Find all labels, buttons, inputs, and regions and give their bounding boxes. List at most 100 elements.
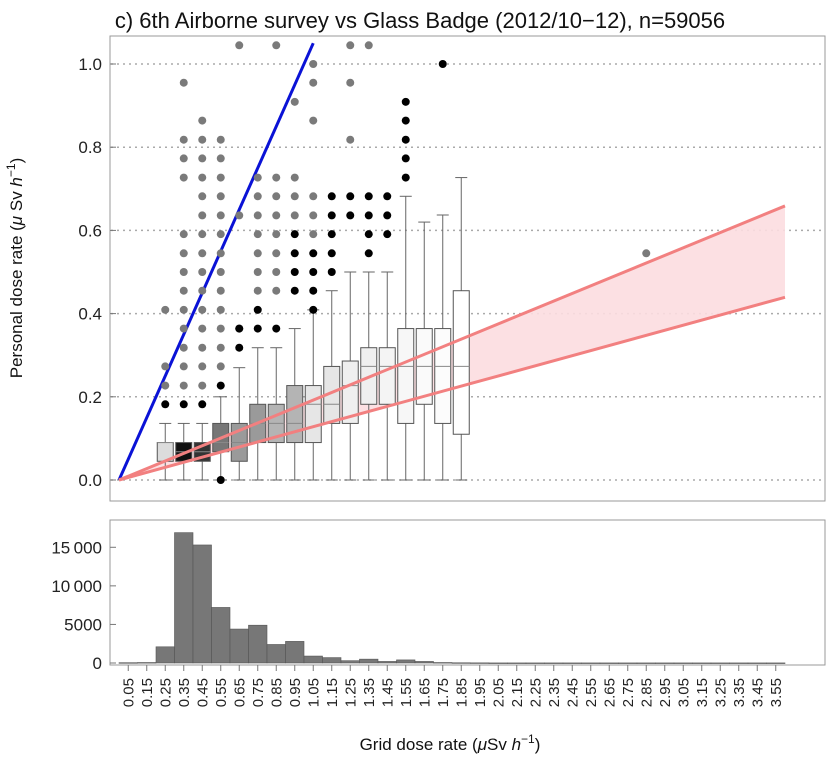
outlier-point <box>253 211 262 220</box>
histogram-bar <box>470 662 490 664</box>
histogram-bar <box>562 662 582 664</box>
x-tick-label: 2.85 <box>638 678 655 707</box>
box <box>286 385 304 444</box>
histogram-bar <box>229 628 249 664</box>
ylabel-mu: μ <box>7 215 26 226</box>
x-tick-label: 0.25 <box>157 678 174 707</box>
outlier-point-dark <box>364 249 373 258</box>
outlier-point <box>198 230 207 239</box>
y-tick-label: 0.6 <box>78 221 102 240</box>
box-plot <box>397 195 415 481</box>
outlier-point <box>198 324 207 333</box>
outlier-point-dark <box>253 324 262 333</box>
outlier-point <box>198 173 207 182</box>
outlier-point <box>198 154 207 163</box>
outlier-point <box>253 286 262 295</box>
outlier-point-dark <box>309 268 318 276</box>
xlabel-exponent: −1 <box>521 732 535 746</box>
histogram-bar <box>174 532 194 664</box>
main-plot-area: 0.0 0.2 0.4 0.6 0.8 1.0 <box>78 35 826 502</box>
outlier-point <box>272 173 281 182</box>
box-plot <box>249 347 267 481</box>
x-tick-label: 2.65 <box>601 678 618 707</box>
outlier-point <box>346 135 355 144</box>
outlier-point-dark <box>235 324 244 333</box>
outlier-point <box>198 362 207 371</box>
outlier-point <box>198 343 207 352</box>
outlier-point <box>253 249 262 258</box>
outlier-point <box>253 192 262 201</box>
x-tick-label: 0.85 <box>268 678 285 707</box>
outlier-point <box>290 192 299 201</box>
outlier-point-dark <box>383 211 392 220</box>
xlabel-mu: μ <box>477 735 488 754</box>
outlier-point <box>179 286 188 295</box>
box-plot <box>378 271 396 481</box>
outlier-point <box>179 154 188 163</box>
x-tick-label: 0.05 <box>120 678 137 707</box>
box-plot <box>193 422 211 481</box>
outlier-point <box>198 268 207 276</box>
outlier-point <box>198 211 207 220</box>
outlier-point-dark <box>364 192 373 201</box>
outlier-point <box>179 268 188 276</box>
box-plot <box>415 221 433 481</box>
histogram-bar <box>248 624 268 664</box>
box <box>434 328 452 424</box>
histogram-bar <box>729 662 749 664</box>
outlier-point-dark <box>327 230 336 239</box>
outlier-point <box>290 173 299 182</box>
outlier-point-dark <box>216 381 225 390</box>
outlier-point-dark <box>290 249 299 258</box>
outlier-point <box>179 249 188 258</box>
outlier-point <box>179 381 188 390</box>
outlier-point-dark <box>401 97 410 106</box>
outlier-point-dark <box>290 230 299 239</box>
outlier-points <box>161 41 651 484</box>
x-tick-label: 3.25 <box>712 678 729 707</box>
histogram-bar <box>692 662 712 664</box>
histogram-bar <box>507 662 527 664</box>
outlier-point <box>198 116 207 125</box>
outlier-point <box>216 305 225 314</box>
histogram-bar <box>525 662 545 664</box>
outlier-point-dark <box>438 60 447 68</box>
histogram-bar <box>636 662 656 664</box>
y-tick-label: 0.8 <box>78 138 102 157</box>
x-tick-label: 3.55 <box>768 678 785 707</box>
outlier-point <box>216 135 225 144</box>
histogram-bar <box>599 662 619 664</box>
x-tick-label: 3.05 <box>675 678 692 707</box>
histogram-bar <box>266 644 286 664</box>
outlier-point <box>309 78 318 87</box>
x-tick-label: 2.35 <box>546 678 563 707</box>
histogram-bar <box>155 646 175 664</box>
outlier-point-dark <box>253 305 262 314</box>
outlier-point <box>253 230 262 239</box>
y-tick-label: 0.4 <box>78 305 102 324</box>
outlier-point-dark <box>290 286 299 295</box>
y-tick-label: 0.2 <box>78 388 102 407</box>
outlier-point <box>272 286 281 295</box>
histogram-frame <box>109 519 826 666</box>
box <box>341 360 359 424</box>
x-tick-label: 0.65 <box>231 678 248 707</box>
histogram-bar <box>285 641 305 664</box>
outlier-point <box>179 362 188 371</box>
outlier-point <box>216 249 225 258</box>
outlier-point-dark <box>161 400 170 409</box>
outlier-point <box>642 249 651 258</box>
histogram-area: 0 5000 10 000 15 000 0.05 0.15 0.25 0.35 0.45 0.5… <box>51 519 826 707</box>
x-tick-label: 1.75 <box>435 678 452 707</box>
histogram-bar <box>137 662 157 664</box>
x-tick-label: 1.15 <box>324 678 341 707</box>
chart-title: c) 6th Airborne survey vs Glass Badge (2… <box>115 8 725 33</box>
outlier-point <box>235 211 244 220</box>
outlier-point <box>309 230 318 239</box>
outlier-point <box>198 305 207 314</box>
box-plot <box>286 328 304 481</box>
outlier-point <box>346 41 355 50</box>
outlier-point <box>272 211 281 220</box>
histogram-bar <box>192 544 212 664</box>
